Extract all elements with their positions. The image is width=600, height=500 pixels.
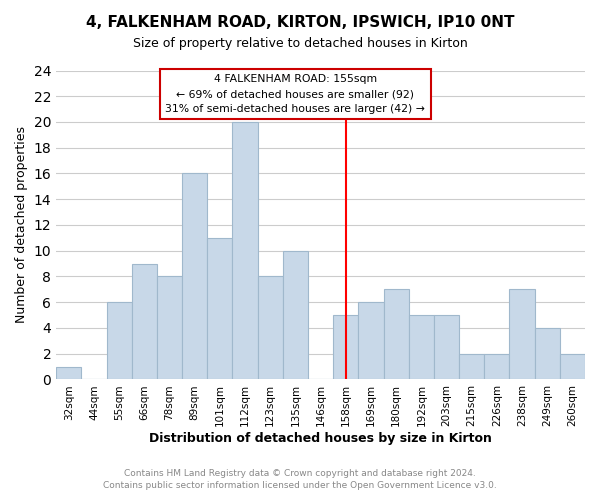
Bar [232, 122, 257, 380]
Bar [560, 354, 585, 380]
Bar [535, 328, 560, 380]
Bar [56, 366, 82, 380]
Bar [484, 354, 509, 380]
Bar [182, 174, 207, 380]
Bar [333, 315, 358, 380]
Text: 4, FALKENHAM ROAD, KIRTON, IPSWICH, IP10 0NT: 4, FALKENHAM ROAD, KIRTON, IPSWICH, IP10… [86, 15, 514, 30]
Bar [509, 290, 535, 380]
Text: 4 FALKENHAM ROAD: 155sqm
← 69% of detached houses are smaller (92)
31% of semi-d: 4 FALKENHAM ROAD: 155sqm ← 69% of detach… [166, 74, 425, 114]
Bar [383, 290, 409, 380]
Bar [459, 354, 484, 380]
Bar [283, 250, 308, 380]
Y-axis label: Number of detached properties: Number of detached properties [15, 126, 28, 324]
Bar [358, 302, 383, 380]
Text: Contains HM Land Registry data © Crown copyright and database right 2024.
Contai: Contains HM Land Registry data © Crown c… [103, 468, 497, 490]
Bar [207, 238, 232, 380]
Bar [132, 264, 157, 380]
Bar [157, 276, 182, 380]
Bar [434, 315, 459, 380]
Text: Size of property relative to detached houses in Kirton: Size of property relative to detached ho… [133, 38, 467, 51]
Bar [409, 315, 434, 380]
X-axis label: Distribution of detached houses by size in Kirton: Distribution of detached houses by size … [149, 432, 492, 445]
Bar [257, 276, 283, 380]
Bar [107, 302, 132, 380]
